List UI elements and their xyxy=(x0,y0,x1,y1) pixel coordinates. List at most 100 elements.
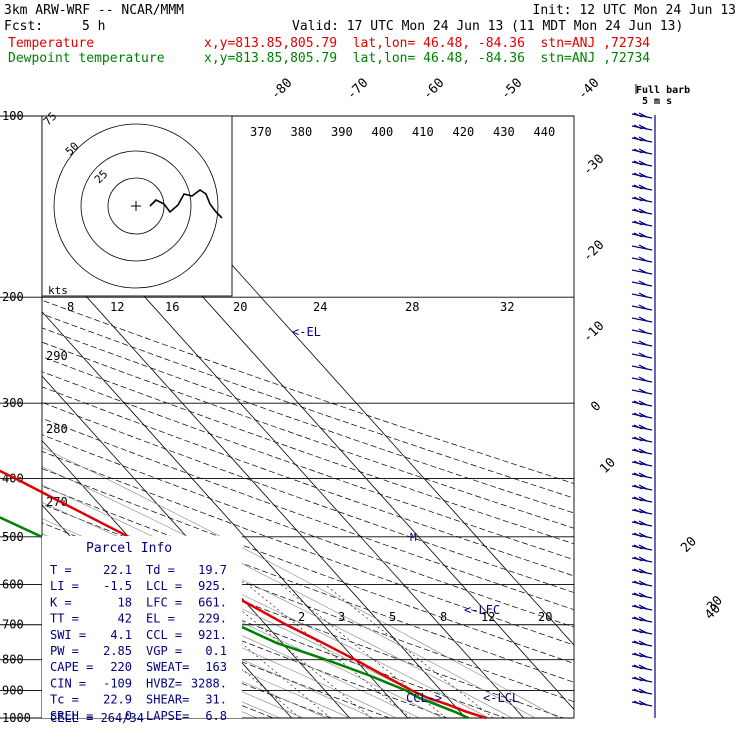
wind-barb xyxy=(631,677,653,683)
mixing-ratio-label: 20 xyxy=(538,610,552,624)
mixing-ratio-label: 5 xyxy=(389,610,396,624)
parcel-info-value: 163 xyxy=(205,660,227,674)
wind-barb-flag xyxy=(638,616,648,622)
wind-barb xyxy=(631,521,653,527)
wind-barb xyxy=(631,209,653,215)
wind-barb-flag xyxy=(638,412,648,418)
parcel-info-label: EL = xyxy=(146,612,175,626)
lfc-annotation: <-LFC xyxy=(464,603,500,617)
wind-barb-flag xyxy=(638,676,648,682)
dry-adiabat-line xyxy=(42,402,574,593)
wind-barb xyxy=(631,173,653,179)
parcel-info-value: -109 xyxy=(103,676,132,690)
wind-barb-flag xyxy=(638,472,648,478)
dry-adiabat-line xyxy=(42,327,574,514)
wind-barb xyxy=(631,305,653,311)
valid-time: Valid: 17 UTC Mon 24 Jun 13 (11 MDT Mon … xyxy=(292,19,684,34)
wind-barb-flag xyxy=(638,148,648,154)
wind-barb-flag xyxy=(633,640,643,646)
theta-e-label: 370 xyxy=(250,125,272,139)
wind-barb-flag xyxy=(638,316,648,322)
wind-barb-flag xyxy=(633,412,643,418)
theta-e-label: 380 xyxy=(291,125,313,139)
isotherm-label: -50 xyxy=(498,76,525,103)
wind-barb xyxy=(631,161,653,167)
pressure-tick-label: 600 xyxy=(2,577,24,591)
parcel-info-label: LI = xyxy=(50,579,79,593)
isotherm-line xyxy=(42,375,351,718)
parcel-info-cell: CELL = 264/34 xyxy=(50,711,144,725)
theta-e-label: 440 xyxy=(534,125,556,139)
wind-barb-flag xyxy=(638,688,648,694)
wind-barb xyxy=(631,641,653,647)
dry-adiabat-line xyxy=(42,313,574,499)
parcel-info-value: 18 xyxy=(118,595,132,609)
dry-adiabat-line xyxy=(42,299,574,484)
wind-barb-flag xyxy=(638,340,648,346)
dry-adiabat-label: 290 xyxy=(46,349,68,363)
mixing-ratio-label: 24 xyxy=(313,300,327,314)
wind-barb xyxy=(631,125,653,131)
wind-barb-flag xyxy=(633,604,643,610)
wind-barb-flag xyxy=(638,544,648,550)
parcel-info-label: SREH = xyxy=(50,709,93,723)
wind-barb xyxy=(631,293,653,299)
wind-barb xyxy=(631,497,653,503)
wind-barb-flag xyxy=(638,124,648,130)
wind-barb-flag xyxy=(633,616,643,622)
wind-barb-flag xyxy=(638,256,648,262)
wind-barb-flag xyxy=(633,172,643,178)
wind-barb-flag xyxy=(633,448,643,454)
wind-barb-flag xyxy=(633,688,643,694)
wind-barb-flag xyxy=(638,496,648,502)
wind-barb-flag xyxy=(638,304,648,310)
wind-barb xyxy=(631,437,653,443)
wind-barb-flag xyxy=(638,376,648,382)
pressure-tick-label: 300 xyxy=(2,396,24,410)
wind-barb xyxy=(631,233,653,239)
wind-barb-flag xyxy=(633,208,643,214)
wind-barb xyxy=(631,197,653,203)
isotherm-label: -70 xyxy=(344,76,371,103)
wind-barb-flag xyxy=(638,652,648,658)
wind-barb-flag xyxy=(638,436,648,442)
wind-barb-flag xyxy=(633,148,643,154)
wind-barb-flag xyxy=(638,580,648,586)
dry-adiabat-line xyxy=(42,341,574,529)
parcel-info-value: 921. xyxy=(198,628,227,642)
parcel-info-value: 22.1 xyxy=(103,563,132,577)
init-time: Init: 12 UTC Mon 24 Jun 13 xyxy=(532,3,737,18)
parcel-info-label: PW = xyxy=(50,644,79,658)
wind-barb xyxy=(631,413,653,419)
dry-adiabat-line xyxy=(42,485,574,683)
parcel-info-label: CAPE = xyxy=(50,660,93,674)
mixing-ratio-label: 20 xyxy=(233,300,247,314)
parcel-info-label: K = xyxy=(50,595,72,609)
dry-adiabat-label: 280 xyxy=(46,422,68,436)
wind-barb-flag xyxy=(638,352,648,358)
wind-barb-flag xyxy=(638,364,648,370)
wind-barb xyxy=(631,185,653,191)
parcel-info-value: 220 xyxy=(110,660,132,674)
isotherm-line xyxy=(42,246,467,718)
dry-adiabat-line xyxy=(42,386,574,577)
wind-barb xyxy=(631,581,653,587)
wind-barb xyxy=(631,377,653,383)
wind-barb xyxy=(631,221,653,227)
parcel-info-title: Parcel Info xyxy=(86,541,172,556)
wind-barb-flag xyxy=(638,208,648,214)
pressure-tick-label: 100 xyxy=(2,109,24,123)
wind-barb-flag xyxy=(638,160,648,166)
parcel-info-value: 22.9 xyxy=(103,693,132,707)
wind-barb xyxy=(631,449,653,455)
wind-barb-flag xyxy=(633,460,643,466)
dry-adiabat-line xyxy=(42,356,574,545)
parcel-info-label: SWI = xyxy=(50,628,86,642)
wind-barb-flag xyxy=(638,592,648,598)
wind-barb-flag xyxy=(633,196,643,202)
pressure-tick-label: 700 xyxy=(2,618,24,632)
wind-barb-flag xyxy=(633,400,643,406)
dry-adiabat-line xyxy=(42,451,574,646)
wind-barb xyxy=(631,593,653,599)
wind-barb-flag xyxy=(638,172,648,178)
